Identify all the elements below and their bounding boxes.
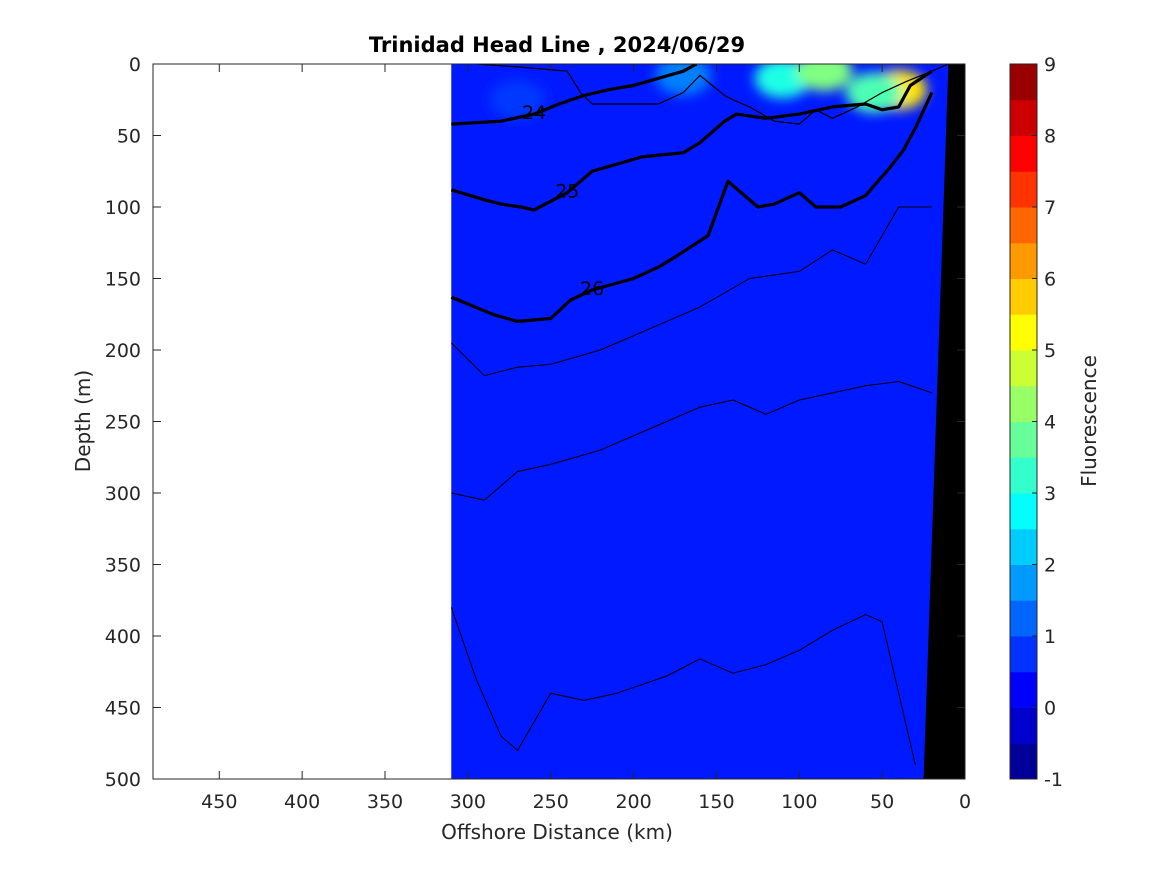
colorbar-segment: [1010, 171, 1037, 208]
y-tick-label: 400: [105, 626, 141, 648]
colorbar: -1 0 1 2 3 4 5 6 7 8 9: [1009, 54, 1063, 791]
colorbar-segment: [1010, 314, 1037, 351]
colorbar-segment: [1010, 493, 1037, 530]
isopycnal-thin: [451, 381, 933, 501]
isopycnal-line: [451, 64, 698, 126]
colorbar-tick-label: 4: [1044, 412, 1056, 434]
colorbar-segment: [1010, 457, 1037, 494]
colorbar-tick-label: 0: [1044, 698, 1056, 720]
y-tick-label: 500: [105, 769, 141, 791]
colorbar-segment: [1010, 64, 1037, 101]
y-axis: 0 50 100 150 200 250 300 350 400 450 500: [105, 54, 965, 791]
x-tick-label: 450: [201, 791, 237, 813]
colorbar-segment: [1010, 385, 1037, 422]
colorbar-tick-label: -1: [1044, 769, 1063, 791]
colorbar-segment: [1010, 421, 1037, 458]
colorbar-tick-label: 2: [1044, 555, 1056, 577]
y-tick-label: 50: [117, 126, 141, 148]
x-tick-label: 100: [781, 791, 817, 813]
y-tick-label: 200: [105, 340, 141, 362]
colorbar-segment: [1010, 135, 1037, 172]
isopycnal-label: 25: [555, 181, 579, 203]
section-data-layer: 24 25 26: [450, 64, 965, 779]
colorbar-segment: [1010, 99, 1037, 136]
x-tick-label: 250: [533, 791, 569, 813]
colorbar-tick-label: 5: [1044, 340, 1056, 362]
colorbar-label: Fluorescence: [1077, 355, 1101, 487]
x-tick-label: 0: [959, 791, 971, 813]
y-tick-label: 150: [105, 269, 141, 291]
fluorescence-feature: [655, 64, 712, 96]
colorbar-segment: [1010, 528, 1037, 565]
colorbar-tick-label: 7: [1044, 197, 1056, 219]
fluorescence-feature: [796, 64, 853, 92]
fluorescence-feature: [489, 79, 546, 120]
y-tick-label: 450: [105, 698, 141, 720]
x-tick-label: 200: [615, 791, 651, 813]
y-tick-label: 350: [105, 555, 141, 577]
isopycnal-line: [476, 64, 949, 125]
y-tick-label: 300: [105, 483, 141, 505]
x-tick-label: 50: [870, 791, 894, 813]
colorbar-segment: [1010, 707, 1037, 744]
bathymetry: [923, 64, 965, 779]
x-tick-label: 400: [284, 791, 320, 813]
colorbar-tick-label: 8: [1044, 126, 1056, 148]
x-axis: 450 400 350 300 250 200 150 100 50 0: [201, 64, 971, 813]
colorbar-segment: [1010, 242, 1037, 279]
chart-title: Trinidad Head Line , 2024/06/29: [369, 33, 745, 57]
colorbar-segment: [1010, 636, 1037, 673]
x-tick-label: 300: [450, 791, 486, 813]
y-axis-label: Depth (m): [71, 370, 95, 472]
y-tick-label: 250: [105, 412, 141, 434]
fluorescence-features: [489, 64, 927, 120]
isopycnal-line: [450, 69, 933, 212]
colorbar-tick-label: 9: [1044, 54, 1056, 76]
x-axis-label: Offshore Distance (km): [441, 820, 673, 844]
colorbar-segment: [1010, 207, 1037, 244]
isopycnal-thin: [450, 607, 916, 765]
isopycnal-label: 26: [580, 278, 604, 300]
colorbar-segment: [1010, 743, 1037, 780]
colorbar-tick-label: 6: [1044, 269, 1056, 291]
colorbar-segment: [1010, 671, 1037, 708]
colorbar-segment: [1010, 278, 1037, 315]
isopycnal-label: 24: [522, 102, 546, 124]
y-tick-label: 100: [105, 197, 141, 219]
x-tick-label: 150: [698, 791, 734, 813]
y-tick-label: 0: [129, 54, 141, 76]
colorbar-tick-label: 3: [1044, 483, 1056, 505]
fluorescence-field: [451, 64, 965, 779]
colorbar-segment: [1010, 564, 1037, 601]
colorbar-segment: [1010, 350, 1037, 387]
isopycnal-line: [450, 91, 934, 323]
fluorescence-feature: [845, 72, 902, 113]
x-tick-label: 350: [367, 791, 403, 813]
colorbar-tick-label: 1: [1044, 626, 1056, 648]
isopycnal-thin: [450, 206, 932, 377]
colorbar-segment: [1010, 600, 1037, 637]
